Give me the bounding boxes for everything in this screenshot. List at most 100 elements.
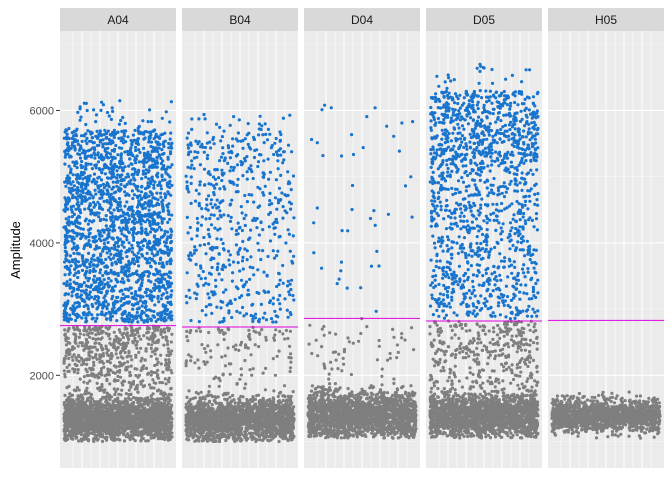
data-point xyxy=(130,205,134,209)
data-point xyxy=(126,149,130,154)
data-point xyxy=(149,354,153,358)
data-point xyxy=(88,139,92,143)
data-point xyxy=(169,259,173,263)
data-point xyxy=(154,417,158,421)
data-point xyxy=(94,192,98,196)
data-point xyxy=(92,363,96,367)
data-point xyxy=(136,320,140,324)
data-point xyxy=(169,302,173,307)
data-point xyxy=(132,238,136,242)
data-point xyxy=(165,326,170,330)
data-point xyxy=(156,294,160,298)
data-point xyxy=(128,419,132,423)
data-point xyxy=(97,167,101,171)
data-point xyxy=(147,208,151,212)
data-point xyxy=(107,284,112,288)
data-point xyxy=(152,235,156,239)
data-point xyxy=(97,215,101,219)
data-point xyxy=(102,390,106,394)
data-point xyxy=(72,388,76,392)
data-point xyxy=(144,347,148,351)
data-point xyxy=(159,409,163,413)
data-point xyxy=(131,333,136,337)
data-point xyxy=(77,398,81,402)
data-point xyxy=(95,424,100,428)
data-point xyxy=(76,301,80,305)
data-point xyxy=(111,417,115,421)
data-point xyxy=(139,380,143,384)
data-point xyxy=(86,162,90,166)
data-point xyxy=(169,144,173,148)
data-point xyxy=(154,431,158,435)
data-point xyxy=(95,381,99,385)
data-point xyxy=(126,278,130,282)
data-point xyxy=(68,352,72,356)
data-point xyxy=(118,422,122,426)
data-point xyxy=(135,414,139,418)
data-point xyxy=(104,400,108,404)
data-point xyxy=(133,367,137,371)
data-point xyxy=(78,156,83,160)
data-point xyxy=(132,253,136,257)
data-point xyxy=(125,264,129,268)
data-point xyxy=(68,189,72,194)
data-point xyxy=(130,243,134,247)
data-point xyxy=(66,299,70,303)
data-point xyxy=(116,379,120,383)
data-point xyxy=(67,268,72,272)
data-point xyxy=(86,149,91,153)
data-point xyxy=(132,303,136,307)
data-point xyxy=(163,229,167,233)
facet-panels: A04 B04 D04 D05 H05 xyxy=(60,8,664,468)
data-point xyxy=(155,155,159,159)
data-point xyxy=(72,129,76,133)
data-point xyxy=(115,217,119,221)
data-point xyxy=(71,222,75,226)
data-point xyxy=(103,128,107,132)
data-point xyxy=(166,235,170,239)
data-point xyxy=(94,239,99,243)
data-point xyxy=(109,318,113,322)
data-point xyxy=(160,216,164,221)
data-point xyxy=(98,360,102,364)
data-point xyxy=(150,343,154,347)
data-point xyxy=(95,407,99,411)
data-point xyxy=(130,291,134,295)
data-point xyxy=(91,316,95,320)
facet-panel-B04: B04 xyxy=(182,8,298,468)
data-point xyxy=(140,437,144,441)
data-point xyxy=(75,295,79,299)
data-point xyxy=(68,348,72,352)
data-point xyxy=(97,372,101,376)
data-point xyxy=(136,433,140,437)
data-point xyxy=(153,243,157,247)
data-point xyxy=(63,431,67,435)
data-point xyxy=(110,148,114,153)
data-point xyxy=(77,270,81,275)
data-point xyxy=(163,308,167,312)
data-point xyxy=(143,214,147,218)
data-point xyxy=(151,222,155,226)
data-point xyxy=(136,390,140,394)
data-point xyxy=(63,235,67,239)
data-point xyxy=(167,358,171,362)
data-point xyxy=(98,276,102,281)
data-point xyxy=(155,375,160,379)
data-point xyxy=(123,317,127,321)
data-point xyxy=(149,394,153,398)
data-point xyxy=(111,294,115,298)
data-point xyxy=(164,403,168,407)
data-point xyxy=(105,155,109,159)
data-points xyxy=(62,99,174,443)
data-point xyxy=(149,200,153,204)
data-point xyxy=(115,165,119,169)
data-point xyxy=(109,257,113,262)
data-point xyxy=(123,121,127,125)
data-point xyxy=(101,145,105,149)
data-point xyxy=(159,187,163,191)
data-point xyxy=(137,334,141,338)
data-point xyxy=(131,196,135,201)
data-point xyxy=(145,331,149,335)
data-point xyxy=(135,194,139,198)
data-point xyxy=(119,182,123,187)
